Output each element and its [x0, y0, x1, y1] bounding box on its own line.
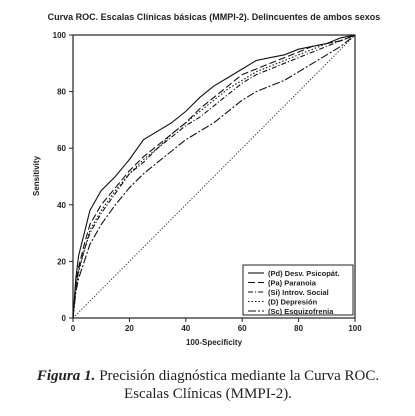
legend-entry: (Pd) Desv. Psicopát. — [268, 269, 340, 278]
legend-entry: (D) Depresión — [268, 297, 318, 306]
plot-frame — [72, 34, 356, 319]
reference-line — [72, 34, 356, 319]
x-tick-label: 20 — [125, 324, 134, 333]
y-tick-label: 0 — [62, 314, 67, 323]
x-tick-label: 100 — [348, 324, 362, 333]
y-tick-label: 20 — [57, 257, 66, 266]
series-line-1 — [72, 34, 356, 319]
roc-curves — [72, 34, 356, 319]
axis-ticks: 0 20 40 60 80 100 0 20 40 60 80 100 — [53, 31, 363, 333]
legend-entry: (Pa) Paranoia — [268, 278, 317, 287]
x-tick-label: 60 — [238, 324, 247, 333]
figure-caption-text: Precisión diagnóstica mediante la Curva … — [99, 368, 379, 384]
series-line-5 — [72, 34, 356, 319]
y-axis-label: Sensitivity — [32, 155, 41, 196]
figure-caption-line1: Figura 1. Precisión diagnóstica mediante … — [36, 368, 379, 384]
series-line-3 — [72, 34, 356, 319]
y-tick-label: 80 — [57, 88, 66, 97]
reference-diagonal — [72, 34, 356, 319]
figure-caption-line2: Escalas Clínicas (MMPI-2). — [124, 386, 292, 402]
legend: (Pd) Desv. Psicopát.(Pa) Paranoia(Si) In… — [242, 264, 354, 316]
plot-area: 0 20 40 60 80 100 0 20 40 60 80 100 — [53, 31, 363, 333]
legend-entry: (Si) Introv. Social — [268, 288, 329, 297]
y-tick-label: 40 — [57, 201, 66, 210]
x-tick-label: 0 — [71, 324, 76, 333]
y-tick-label: 100 — [53, 31, 67, 40]
x-tick-label: 80 — [294, 324, 303, 333]
figure-caption-label: Figura 1. — [36, 368, 95, 384]
y-tick-label: 60 — [57, 144, 66, 153]
chart-title: Curva ROC. Escalas Clínicas básicas (MMP… — [48, 12, 381, 22]
x-tick-label: 40 — [181, 324, 190, 333]
legend-entry: (Sc) Esquizofrenia — [268, 307, 334, 316]
x-axis-label: 100-Specificity — [186, 338, 243, 347]
series-line-2 — [72, 34, 356, 319]
